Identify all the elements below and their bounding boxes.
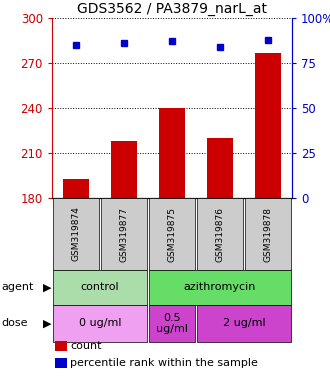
Bar	[63, 179, 89, 198]
Text: control: control	[81, 283, 119, 293]
Text: azithromycin: azithromycin	[184, 283, 256, 293]
Text: count: count	[70, 341, 102, 351]
Bar	[255, 53, 281, 198]
Text: dose: dose	[2, 318, 28, 328]
Text: GSM319874: GSM319874	[72, 207, 81, 262]
Text: percentile rank within the sample: percentile rank within the sample	[70, 358, 258, 368]
Text: GSM319878: GSM319878	[263, 207, 273, 262]
Text: GSM319876: GSM319876	[215, 207, 224, 262]
Text: 0 ug/ml: 0 ug/ml	[79, 318, 121, 328]
Title: GDS3562 / PA3879_narL_at: GDS3562 / PA3879_narL_at	[77, 2, 267, 16]
Text: 0.5
ug/ml: 0.5 ug/ml	[156, 313, 188, 334]
Text: GSM319875: GSM319875	[168, 207, 177, 262]
Text: ▶: ▶	[43, 318, 51, 328]
Text: ▶: ▶	[43, 283, 51, 293]
Bar	[111, 141, 137, 198]
Bar	[207, 138, 233, 198]
Bar	[159, 108, 185, 198]
Text: agent: agent	[2, 283, 34, 293]
Text: 2 ug/ml: 2 ug/ml	[223, 318, 265, 328]
Text: GSM319877: GSM319877	[119, 207, 128, 262]
